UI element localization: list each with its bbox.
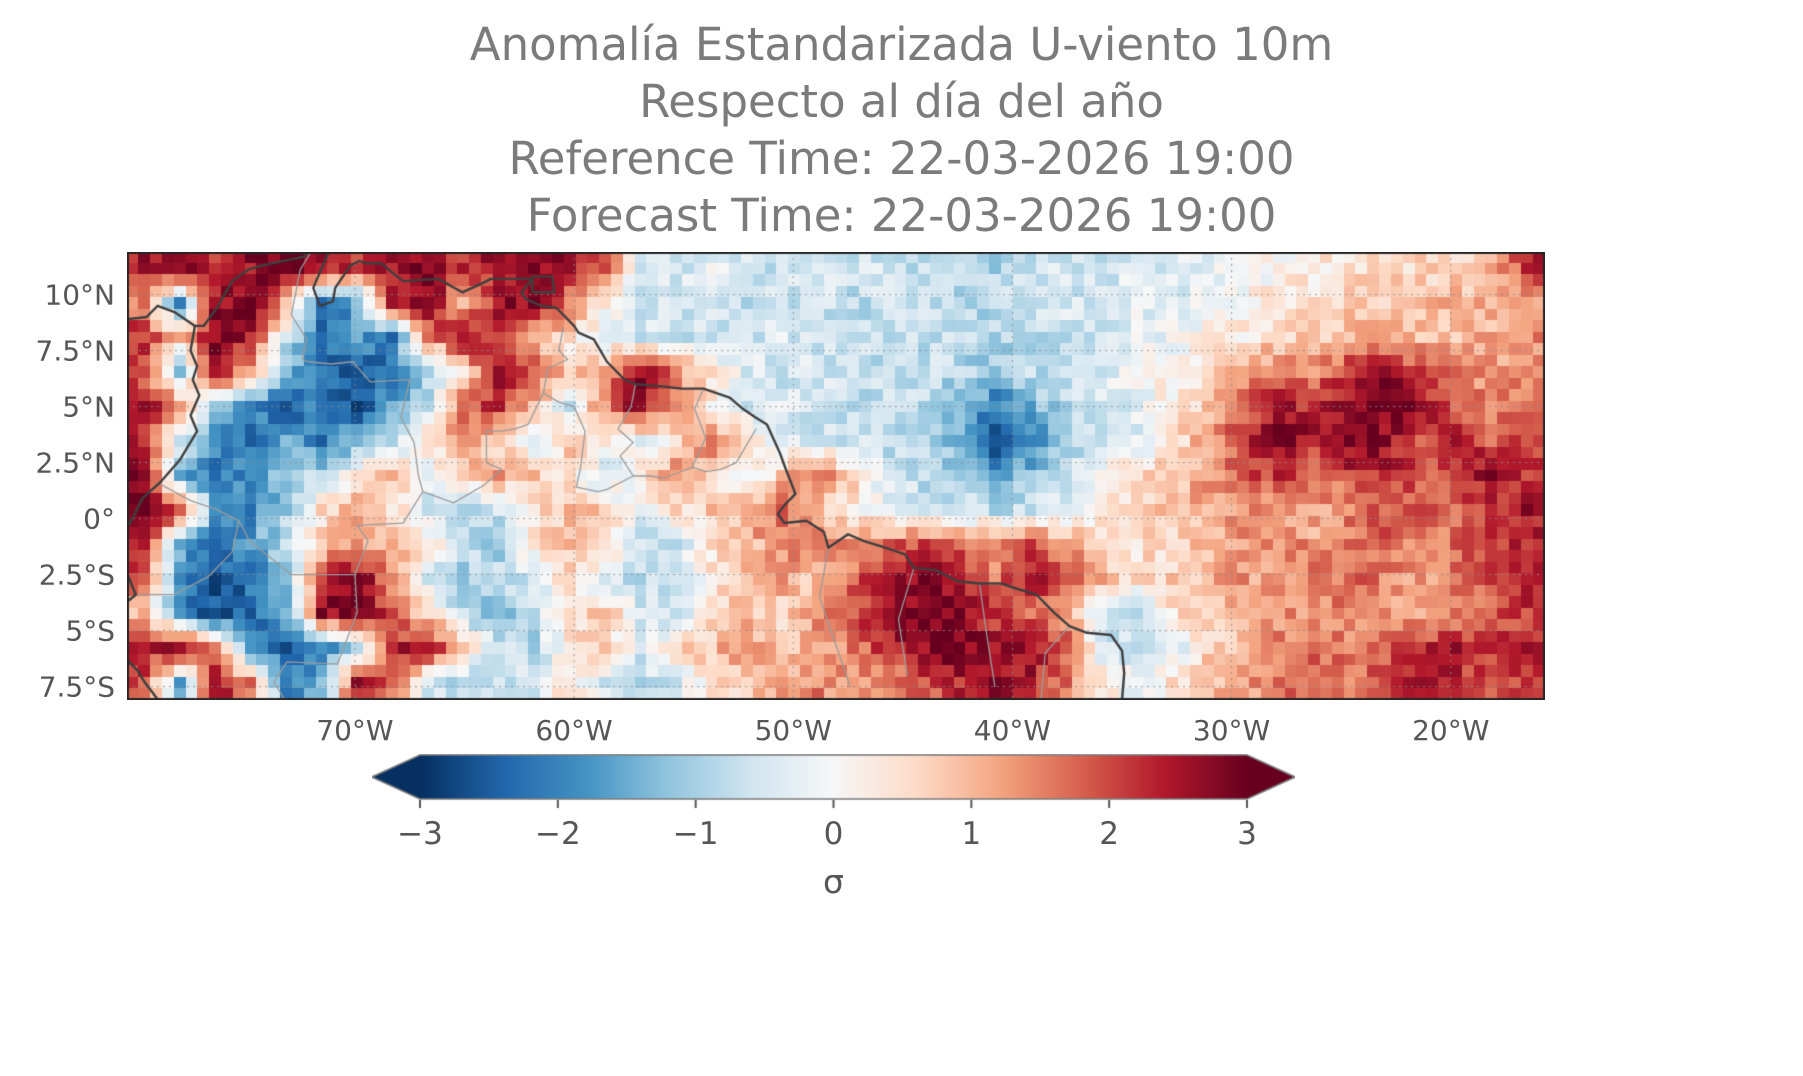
y-tick-label: 5°S (65, 614, 115, 648)
colorbar-canvas (372, 754, 1295, 810)
colorbar-tick-label: 2 (1099, 816, 1120, 852)
y-tick-label: 10°N (44, 278, 115, 312)
x-tick-label: 40°W (973, 714, 1052, 747)
title-line-2: Respecto al día del año (639, 75, 1164, 128)
colorbar-tick-label: 0 (823, 816, 844, 852)
y-tick-label: 7.5°S (38, 670, 115, 704)
colorbar-tick-label: 3 (1237, 816, 1257, 852)
x-tick-label: 60°W (535, 714, 613, 747)
title-line-1: Anomalía Estandarizada U-viento 10m (469, 18, 1334, 71)
title-line-3: Reference Time: 22-03-2026 19:00 (508, 132, 1295, 185)
x-tick-label: 70°W (316, 714, 394, 747)
colorbar: −3 −2 −1 0 1 2 3 σ (372, 754, 1295, 944)
x-tick-label: 20°W (1412, 714, 1490, 747)
map-overlay-canvas (127, 252, 1545, 700)
x-tick-label: 50°W (754, 714, 832, 747)
y-tick-label: 2.5°S (38, 558, 115, 592)
y-tick-label: 7.5°N (35, 334, 115, 368)
figure-title: Anomalía Estandarizada U-viento 10m Resp… (0, 16, 1803, 244)
y-tick-label: 5°N (62, 390, 115, 424)
map-plot (127, 252, 1545, 700)
y-tick-label: 0° (83, 502, 115, 536)
colorbar-tick-label: −3 (397, 816, 443, 852)
colorbar-tick-label: −2 (534, 816, 581, 852)
colorbar-tick-label: −1 (672, 816, 719, 852)
y-tick-label: 2.5°N (35, 446, 115, 480)
title-line-4: Forecast Time: 22-03-2026 19:00 (526, 189, 1277, 242)
x-tick-label: 30°W (1192, 714, 1271, 747)
colorbar-tick-label: 1 (961, 816, 982, 852)
colorbar-label: σ (823, 862, 844, 901)
